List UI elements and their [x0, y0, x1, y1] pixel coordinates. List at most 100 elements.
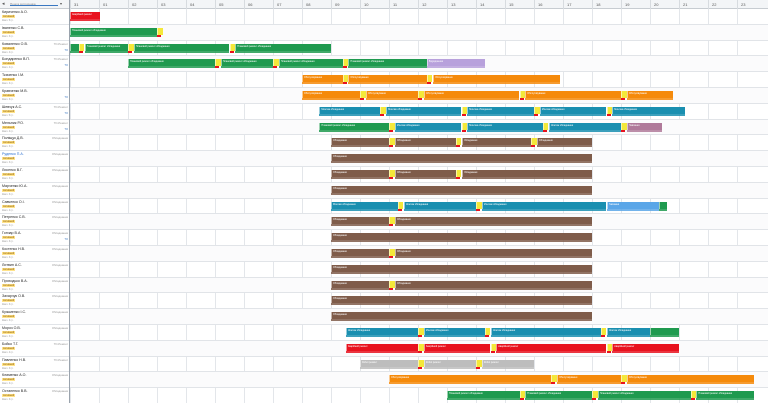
task-bar[interactable]: Монтаж обладнання	[319, 106, 381, 114]
employee-pin-label[interactable]: ТО	[64, 127, 69, 131]
employee-name[interactable]: Литвин А.С.	[2, 262, 22, 267]
employee-pin-label[interactable]: ТО	[64, 64, 69, 68]
employee-row[interactable]: Бойко Т.Г. Активний Квал. 4 гр. ТО-Ремонт	[0, 341, 69, 357]
employee-row[interactable]: Клименко А.О. Активний Квал. 3 гр. Обладнан…	[0, 372, 69, 389]
task-bar[interactable]: Обладнання	[394, 280, 592, 288]
break-marker[interactable]	[418, 328, 424, 335]
task-bar[interactable]: Монтаж обладнання	[403, 201, 476, 209]
break-marker[interactable]	[215, 59, 221, 67]
task-bar[interactable]: Обладнання	[331, 138, 389, 146]
employee-row[interactable]: Ткаченко І.М. Активний Квал. 3 гр.	[0, 72, 69, 88]
search-input[interactable]: Пошук сотрудника	[10, 2, 58, 6]
task-bar[interactable]: Обладнання	[331, 233, 592, 241]
break-marker[interactable]	[542, 122, 549, 130]
break-marker[interactable]	[600, 328, 607, 335]
employee-name[interactable]: Гончар В.А.	[2, 231, 22, 236]
employee-row[interactable]: Марченко Ю.А. Активний Квал. 3 гр. Обладнан…	[0, 183, 69, 199]
task-bar[interactable]: Обслуговування	[626, 91, 674, 98]
employee-name[interactable]: Іваненко С.В.	[2, 25, 25, 30]
employee-row[interactable]: Кузьменко І.С. Активний Квал. 3 гр. Обладна…	[0, 309, 69, 325]
task-bar[interactable]: Монтаж обладнання	[386, 106, 462, 114]
task-bar[interactable]: Плановий ремонт обладнання	[70, 27, 157, 35]
break-marker[interactable]	[621, 91, 627, 98]
task-bar[interactable]: Відрядження	[426, 59, 485, 67]
task-bar[interactable]: Обладнання	[331, 249, 389, 256]
task-bar[interactable]: Обслуговування	[626, 375, 755, 383]
employee-pin-label[interactable]: ТО	[64, 48, 69, 52]
task-bar[interactable]: Плановий ремонт обладнання	[447, 391, 520, 399]
task-bar[interactable]: Обладнання	[331, 280, 389, 288]
employee-name[interactable]: Захарчук О.В.	[2, 294, 26, 299]
break-marker[interactable]	[389, 138, 395, 146]
break-marker[interactable]	[476, 359, 482, 367]
break-marker[interactable]	[389, 217, 395, 225]
break-marker[interactable]	[461, 106, 468, 114]
task-bar[interactable]: Аварійний ремонт	[345, 343, 418, 351]
employee-name[interactable]: Костенко Н.В.	[2, 247, 26, 251]
employee-name[interactable]: Клименко А.О.	[2, 373, 27, 378]
task-bar[interactable]: Навчання	[626, 122, 662, 130]
task-bar[interactable]: Плановий ремонт обладнання	[597, 391, 691, 399]
employee-row[interactable]: Лисенко В.Г. Активний Квал. 3 гр. Обладнанн…	[0, 167, 69, 183]
break-marker[interactable]	[476, 201, 482, 209]
task-bar[interactable]: Обслуговування	[423, 91, 520, 98]
employee-name[interactable]: Кузьменко І.С.	[2, 310, 27, 315]
break-marker[interactable]	[360, 91, 366, 98]
break-marker[interactable]	[418, 359, 424, 367]
employee-name[interactable]: Ткаченко І.М.	[2, 73, 25, 78]
employee-pin-label[interactable]: ТО	[64, 111, 69, 115]
task-bar[interactable]: Обслуговування	[557, 375, 621, 383]
task-bar[interactable]: Навчання	[606, 201, 659, 209]
employee-name[interactable]: Поліщук Д.В.	[2, 136, 24, 141]
task-bar[interactable]: Обладнання	[331, 264, 592, 272]
employee-row[interactable]: Петренко С.В. Активний Квал. 3 гр. Обладнан…	[0, 214, 69, 231]
employee-row[interactable]: Литвин А.С. Активний Квал. 3 гр. Обладнання	[0, 262, 69, 278]
task-bar[interactable]: Плановий ремонт обладнання	[319, 122, 389, 130]
task-bar[interactable]: Монтаж обладнання	[490, 328, 601, 335]
task-bar[interactable]: Обслуговування	[389, 375, 552, 383]
task-bar[interactable]: Монтаж обладнання	[394, 122, 462, 130]
employee-row[interactable]: Мороз О.В. Активний Квал. 3 гр. Обладнання	[0, 325, 69, 341]
task-bar[interactable]: Обладнання	[331, 217, 389, 225]
employee-name[interactable]: Кириченко А.О.	[2, 10, 28, 14]
task-bar[interactable]: Плановий ремонт обладнання	[128, 59, 215, 67]
employee-name[interactable]: Савченко О.І.	[2, 199, 25, 204]
task-bar[interactable]: Монтаж обладнання	[467, 106, 534, 114]
break-marker[interactable]	[426, 75, 433, 83]
task-bar[interactable]: Монтаж обладнання	[539, 106, 607, 114]
break-marker[interactable]	[490, 343, 497, 351]
task-bar[interactable]: Обладнання	[331, 312, 592, 320]
task-bar[interactable]: Обслуговування	[525, 91, 621, 98]
task-bar[interactable]: Плановий ремонт обладнання	[525, 391, 592, 399]
task-bar[interactable]: Обслуговування	[432, 75, 561, 83]
break-marker[interactable]	[389, 280, 395, 288]
employee-row[interactable]: Савченко О.І. Активний Квал. 4 гр. Обладнан…	[0, 199, 69, 215]
task-bar[interactable]	[70, 43, 79, 51]
task-bar[interactable]: Аварійний ремонт	[496, 343, 607, 351]
task-bar[interactable]: Плановий ремонт обладнання	[696, 391, 755, 399]
break-marker[interactable]	[389, 170, 395, 177]
employee-name[interactable]: Бондаренко В.П.	[2, 57, 31, 62]
employee-row[interactable]: Гончар В.А. Активний Квал. 3 гр. Обладнання…	[0, 230, 69, 246]
employee-name[interactable]: Остапенко В.В.	[2, 389, 28, 394]
task-bar[interactable]: Robot ремонт	[360, 359, 418, 367]
task-bar[interactable]: Аварійний ремонт	[70, 12, 101, 19]
employee-row[interactable]: Іваненко С.В. Активний Квал. 3 гр.	[0, 25, 69, 41]
break-marker[interactable]	[519, 91, 526, 98]
task-bar[interactable]: Обладнання	[331, 296, 592, 304]
task-bar[interactable]: Robot ремонт	[481, 359, 534, 367]
employee-row[interactable]: Коваленко О.В. Активний Квал. 4 гр. ТО-Ремо…	[0, 41, 69, 57]
task-bar[interactable]: Обладнання	[331, 185, 592, 193]
break-marker[interactable]	[128, 43, 134, 51]
employee-row[interactable]: Руденко П.А. Активний Квал. 3 гр. Обладнанн…	[0, 151, 69, 167]
break-marker[interactable]	[342, 59, 349, 67]
employee-name[interactable]: Петренко С.В.	[2, 215, 26, 220]
employee-row[interactable]: Кравченко М.В. Активний Квал. 3 гр. ТО	[0, 88, 69, 104]
task-bar[interactable]: Обладнання	[331, 154, 592, 162]
task-bar[interactable]: Монтаж обладнання	[345, 328, 418, 335]
employee-row[interactable]: Приходько В.А. Активний Квал. 3 гр. Обладна…	[0, 278, 69, 294]
break-marker[interactable]	[389, 249, 395, 256]
task-bar[interactable]: Плановий ремонт обладнання	[348, 59, 427, 67]
task-bar[interactable]: Плановий ремонт обладнання	[278, 59, 343, 67]
employee-name[interactable]: Шевчук А.С.	[2, 104, 23, 109]
